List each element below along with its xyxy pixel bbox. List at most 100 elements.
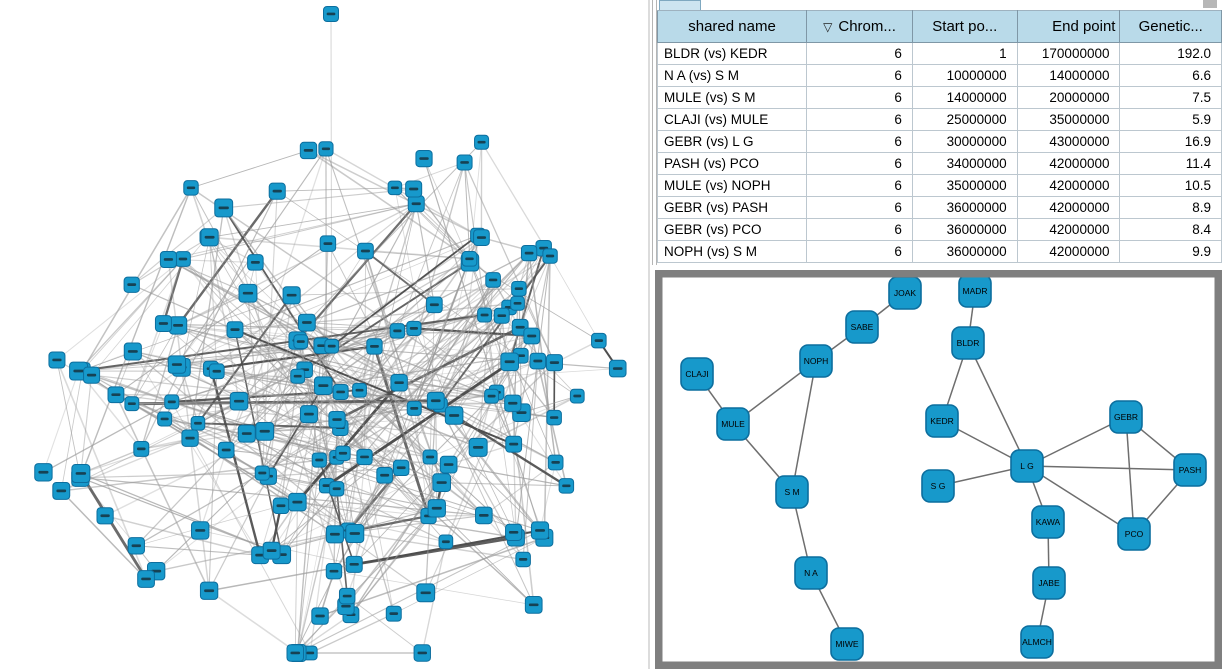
network-edge[interactable]: [374, 302, 518, 347]
network-node[interactable]: [366, 338, 383, 355]
network-node-sm[interactable]: S M: [775, 475, 809, 509]
network-edge[interactable]: [141, 413, 310, 450]
network-edge[interactable]: [261, 391, 342, 474]
cell-value[interactable]: 36000000: [911, 196, 1018, 219]
cell-value[interactable]: 7.5: [1119, 86, 1222, 109]
network-node[interactable]: [96, 507, 114, 525]
network-edge[interactable]: [277, 187, 395, 192]
network-node[interactable]: [345, 555, 363, 573]
network-edge[interactable]: [162, 258, 185, 324]
network-edge[interactable]: [80, 472, 263, 479]
sort-indicator-icon[interactable]: ▽: [823, 20, 833, 34]
network-node[interactable]: [290, 368, 306, 384]
network-node[interactable]: [323, 6, 339, 22]
network-edge[interactable]: [330, 13, 333, 347]
network-edge[interactable]: [43, 401, 173, 473]
network-node[interactable]: [530, 521, 550, 540]
network-node[interactable]: [329, 481, 345, 497]
network-node[interactable]: [390, 374, 408, 392]
network-node[interactable]: [123, 276, 140, 293]
network-edge[interactable]: [515, 255, 551, 538]
network-edge[interactable]: [309, 613, 395, 654]
network-node[interactable]: [217, 441, 235, 459]
network-node[interactable]: [247, 254, 264, 271]
network-edge[interactable]: [182, 258, 236, 331]
network-edge[interactable]: [78, 370, 142, 450]
network-node[interactable]: [183, 180, 199, 196]
network-node[interactable]: [311, 452, 327, 468]
network-node[interactable]: [356, 448, 373, 466]
network-edge[interactable]: [448, 464, 567, 487]
network-node[interactable]: [426, 391, 445, 410]
cell-value[interactable]: 42000000: [1016, 218, 1121, 241]
cell-value[interactable]: 14000000: [1016, 64, 1121, 87]
network-node-jabe[interactable]: JABE: [1032, 566, 1066, 600]
network-edge[interactable]: [131, 207, 225, 286]
network-node[interactable]: [468, 437, 488, 457]
network-node[interactable]: [432, 473, 451, 492]
cell-value[interactable]: 16.9: [1119, 130, 1222, 153]
network-edge[interactable]: [79, 187, 192, 478]
cell-shared-name[interactable]: N A (vs) S M: [656, 64, 808, 87]
cell-shared-name[interactable]: GEBR (vs) L G: [656, 130, 808, 153]
network-edge[interactable]: [509, 361, 555, 419]
cell-value[interactable]: 25000000: [911, 108, 1018, 131]
network-edge[interactable]: [264, 427, 341, 433]
network-edge[interactable]: [453, 326, 521, 416]
network-edge-BLDR-LG[interactable]: [967, 342, 1028, 467]
network-edge[interactable]: [131, 399, 436, 406]
network-edge[interactable]: [399, 368, 618, 384]
network-edge[interactable]: [168, 258, 400, 384]
network-node[interactable]: [124, 396, 140, 412]
network-edge[interactable]: [336, 328, 415, 421]
network-node[interactable]: [523, 327, 541, 345]
network-edge[interactable]: [208, 590, 299, 654]
network-edge[interactable]: [190, 150, 309, 189]
network-node[interactable]: [546, 409, 562, 426]
cell-shared-name[interactable]: CLAJI (vs) MULE: [656, 108, 808, 131]
cell-value[interactable]: 1: [911, 42, 1018, 65]
network-node[interactable]: [214, 198, 234, 218]
cell-value[interactable]: 36000000: [911, 218, 1018, 241]
network-edge[interactable]: [131, 284, 415, 409]
network-node[interactable]: [328, 410, 346, 429]
network-node[interactable]: [164, 394, 180, 410]
network-node[interactable]: [200, 228, 219, 247]
network-node[interactable]: [133, 440, 150, 457]
network-edge[interactable]: [374, 346, 438, 509]
cell-value[interactable]: 10000000: [911, 64, 1018, 87]
network-edge[interactable]: [539, 462, 557, 531]
network-edge[interactable]: [294, 515, 429, 654]
network-edge[interactable]: [364, 250, 435, 306]
network-node[interactable]: [511, 281, 527, 297]
network-node[interactable]: [352, 382, 367, 398]
network-node-almch[interactable]: ALMCH: [1020, 625, 1054, 659]
network-edge[interactable]: [347, 346, 376, 531]
network-edge[interactable]: [353, 536, 517, 566]
network-node[interactable]: [376, 466, 393, 484]
network-edge[interactable]: [340, 391, 402, 469]
network-edge[interactable]: [259, 345, 323, 556]
network-edge[interactable]: [189, 207, 225, 439]
network-node[interactable]: [190, 416, 206, 431]
network-node[interactable]: [255, 421, 275, 441]
network-node[interactable]: [547, 454, 564, 471]
cell-shared-name[interactable]: BLDR (vs) KEDR: [656, 42, 808, 65]
network-edge[interactable]: [176, 262, 256, 365]
network-edge[interactable]: [177, 292, 249, 327]
network-edge[interactable]: [91, 374, 172, 403]
cell-value[interactable]: 8.9: [1119, 196, 1222, 219]
network-edge[interactable]: [435, 247, 545, 402]
network-edge[interactable]: [177, 190, 279, 327]
network-edge[interactable]: [131, 325, 179, 404]
network-edge[interactable]: [255, 262, 402, 469]
network-node[interactable]: [484, 388, 500, 404]
network-edge[interactable]: [60, 490, 147, 580]
network-edge[interactable]: [296, 345, 323, 654]
network-edge[interactable]: [413, 408, 541, 531]
network-node[interactable]: [477, 307, 493, 323]
network-node[interactable]: [48, 351, 66, 369]
network-edge[interactable]: [189, 385, 324, 439]
network-node-mule[interactable]: MULE: [716, 407, 750, 441]
network-edge[interactable]: [247, 293, 263, 474]
